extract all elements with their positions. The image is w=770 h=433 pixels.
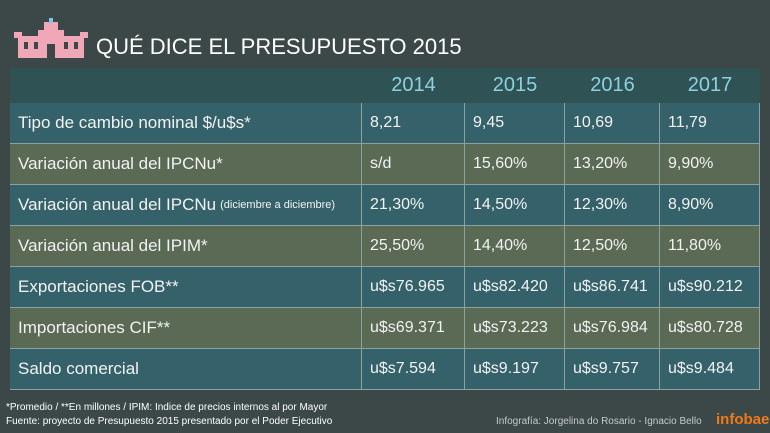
value-cell: 14,50% bbox=[465, 185, 565, 226]
value-cell: 8,21 bbox=[362, 103, 465, 144]
value-cell: u$s76.965 bbox=[362, 267, 465, 308]
value-cell: u$s80.728 bbox=[660, 308, 760, 349]
label-text: Variación anual del IPIM* bbox=[18, 236, 208, 255]
label-text: Importaciones CIF** bbox=[18, 318, 171, 337]
value-cell: u$s9.484 bbox=[660, 349, 760, 390]
table: 2014 2015 2016 2017 Tipo de cambio nominal $… bbox=[10, 68, 760, 390]
column-header: 2014 bbox=[391, 74, 436, 96]
row-label: Variación anual del IPIM* bbox=[10, 226, 362, 267]
row-label: Variación anual del IPCNu* bbox=[10, 144, 362, 185]
column-header: 2017 bbox=[687, 74, 733, 96]
value-cell: 8,90% bbox=[660, 185, 760, 226]
label-text: Variación anual del IPCNu bbox=[18, 195, 217, 214]
value-cell: u$s9.757 bbox=[565, 349, 660, 390]
logo: infobae bbox=[716, 411, 770, 428]
value-cell: 14,40% bbox=[465, 226, 565, 267]
value-cell: 12,30% bbox=[565, 185, 660, 226]
footnote: Fuente: proyecto de Presupuesto 2015 pre… bbox=[6, 416, 333, 427]
value-cell: 9,45 bbox=[465, 103, 565, 144]
value-cell: 11,79 bbox=[660, 103, 760, 144]
value-cell: u$s73.223 bbox=[465, 308, 565, 349]
value-cell: 13,20% bbox=[565, 144, 660, 185]
label-text: Exportaciones FOB** bbox=[18, 277, 179, 296]
row-label: Tipo de cambio nominal $/u$s* bbox=[10, 103, 362, 144]
row-label: Exportaciones FOB** bbox=[10, 267, 362, 308]
value-cell: s/d bbox=[362, 144, 465, 185]
value-cell: 15,60% bbox=[465, 144, 565, 185]
value-cell: u$s7.594 bbox=[362, 349, 465, 390]
footnote: *Promedio / **En millones / IPIM: Indice… bbox=[6, 402, 328, 413]
value-cell: 25,50% bbox=[362, 226, 465, 267]
value-cell: u$s82.420 bbox=[465, 267, 565, 308]
building-icon bbox=[14, 18, 88, 58]
credit: Infografía: Jorgelina do Rosario - Ignac… bbox=[496, 416, 702, 427]
value-cell: u$s90.212 bbox=[660, 267, 760, 308]
value-cell: u$s9.197 bbox=[465, 349, 565, 390]
value-cell: 21,30% bbox=[362, 185, 465, 226]
title: QUÉ DICE EL PRESUPUESTO 2015 bbox=[96, 34, 462, 59]
value-cell: 9,90% bbox=[660, 144, 760, 185]
row-label: Importaciones CIF** bbox=[10, 308, 362, 349]
value-cell: 10,69 bbox=[565, 103, 660, 144]
label-text: Saldo comercial bbox=[18, 359, 139, 378]
label-note: (diciembre a diciembre) bbox=[220, 199, 336, 211]
label-text: Variación anual del IPCNu* bbox=[18, 154, 223, 173]
label-text: Tipo de cambio nominal $/u$s* bbox=[18, 113, 251, 132]
value-cell: u$s76.984 bbox=[565, 308, 660, 349]
value-cell: 11,80% bbox=[660, 226, 760, 267]
row-label: Saldo comercial bbox=[10, 349, 362, 390]
column-header: 2015 bbox=[492, 74, 538, 96]
value-cell: u$s69.371 bbox=[362, 308, 465, 349]
row-label: Variación anual del IPCNu (diciembre a di… bbox=[10, 185, 362, 226]
value-cell: u$s86.741 bbox=[565, 267, 660, 308]
value-cell: 12,50% bbox=[565, 226, 660, 267]
column-header: 2016 bbox=[590, 74, 635, 96]
